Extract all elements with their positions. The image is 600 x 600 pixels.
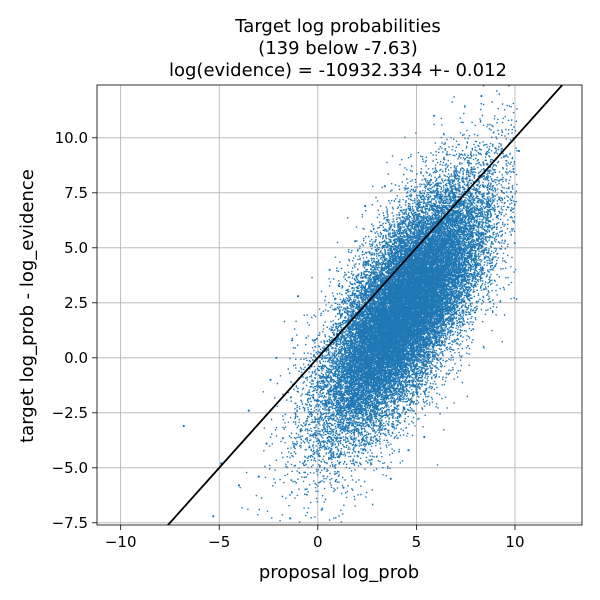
x-tick-label: 0 [313,533,323,551]
scatter-point-outlier [509,209,513,212]
scatter-point-outlier [320,508,323,511]
scatter-point-outlier [289,517,292,520]
y-tick-label: 0.0 [64,349,88,367]
chart-title-line-1: Target log probabilities [234,16,440,37]
scatter-point-cloud [239,85,518,525]
y-tick-label: 5.0 [64,239,88,257]
scatter-point-outlier [275,356,278,359]
chart-title-line-2: (139 below -7.63) [258,38,418,59]
y-tick-label: −5.0 [52,459,88,477]
y-tick-label: 7.5 [64,184,88,202]
scatter-point-outlier [269,378,272,381]
scatter-point-outlier [480,94,483,98]
y-axis-ticks: −7.5 −5.0 −2.5 0.0 2.5 5.0 7.5 10.0 [52,129,97,532]
scatter-point-outlier [433,114,436,117]
scatter-point-outlier [407,449,410,452]
plot-frame [96,84,583,526]
scatter-point-outlier [212,515,215,518]
y-tick-label: 2.5 [64,294,88,312]
scatter-point-outlier [247,409,250,412]
x-axis-label: proposal log_prob [259,562,419,583]
y-tick-label: −2.5 [52,404,88,422]
scatter-point-outlier [257,475,260,478]
x-tick-label: 5 [412,533,422,551]
x-tick-label: 10 [505,533,524,551]
scatter-point-outlier [383,185,386,188]
y-tick-label: 10.0 [55,129,88,147]
scatter-point-outlier [354,240,357,243]
reference-line-group [166,85,563,525]
scatter-point-outlier [265,442,268,445]
x-axis-ticks: −10 −5 0 5 10 [105,525,525,551]
y-tick-label: −7.5 [52,514,88,532]
grid-lines [97,85,582,525]
scatter-point-outlier [237,484,241,487]
scatter-point-outlier [328,268,331,271]
scatter-point-outlier [291,339,294,342]
scatter-point-outlier [389,477,392,480]
scatter-point-outlier [517,149,521,153]
scatter-point-outlier [182,424,185,428]
x-tick-label: −5 [208,533,230,551]
scatter-point-outlier [296,295,300,298]
x-tick-label: −10 [105,533,137,551]
scatter-point-outlier [364,204,367,208]
y-axis-label: target log_prob - log_evidence [17,169,38,443]
scatter-points [182,85,521,525]
chart-title: Target log probabilities (139 below -7.6… [169,16,507,81]
chart-title-line-3: log(evidence) = -10932.334 +- 0.012 [169,60,507,81]
scatter-point-outlier [342,486,345,489]
scatter-point-outlier [480,244,483,247]
identity-reference-line [166,85,563,525]
scatter-point-outlier [423,435,426,439]
